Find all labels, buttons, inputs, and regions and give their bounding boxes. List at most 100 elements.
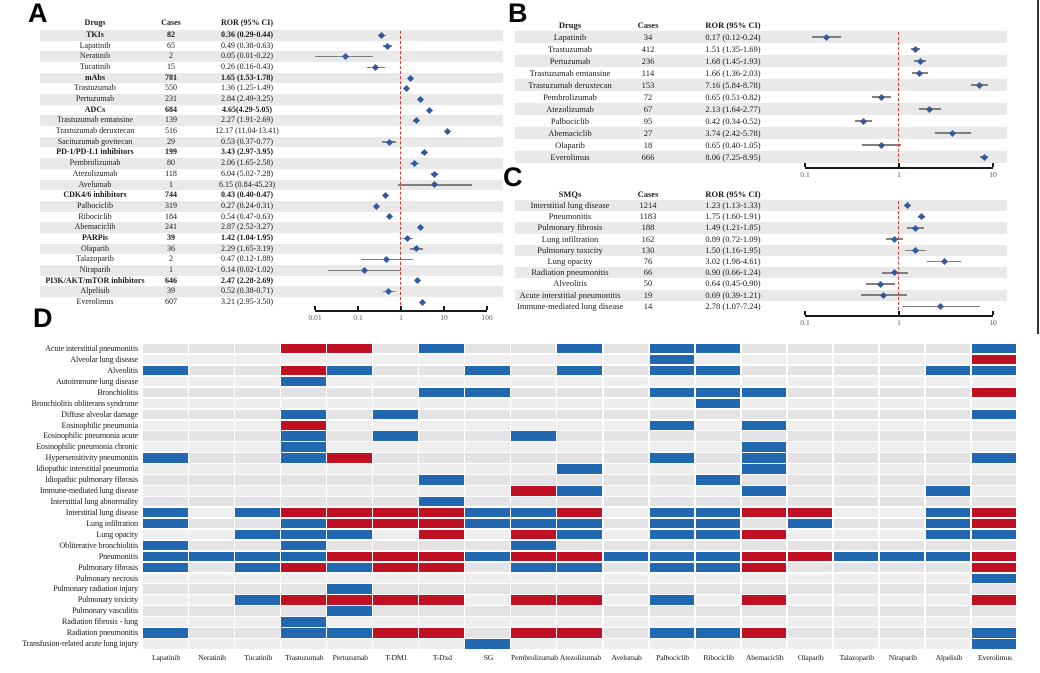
drug-name-cell: Lapatinib: [553, 32, 587, 42]
heatmap-cell-red: [971, 518, 1017, 529]
heatmap-cell-red: [741, 529, 787, 540]
ror-cell: 1.75 (1.60-1.91): [705, 211, 761, 222]
heatmap-cell-empty: [649, 617, 695, 627]
cases-cell: 1: [169, 179, 173, 189]
heatmap-cell-empty: [465, 453, 510, 463]
heatmap-cell-empty: [189, 354, 234, 365]
heatmap-cell-empty: [465, 617, 510, 627]
heatmap-cell-blue: [649, 628, 695, 638]
heatmap-cell-empty: [741, 584, 787, 594]
heatmap-cell-empty: [879, 431, 925, 441]
ror-cell: 0.43 (0.40-0.47): [221, 190, 273, 200]
ror-cell: 2.78 (1.07-7.24): [705, 300, 761, 311]
heatmap-cell-empty: [281, 354, 326, 365]
x-axis-tick: [314, 306, 316, 310]
cases-cell: 412: [641, 44, 655, 54]
heatmap-cell-empty: [235, 453, 280, 463]
heatmap-cell-blue: [649, 453, 695, 463]
heatmap-cell-empty: [327, 398, 372, 409]
heatmap-cell-blue: [649, 595, 695, 605]
row-stripe: [40, 158, 503, 169]
cases-cell: 15: [167, 62, 175, 72]
heatmap-cell-blue: [189, 551, 234, 562]
heatmap-cell-empty: [879, 518, 925, 529]
heatmap-cell-empty: [833, 617, 879, 627]
heatmap-cell-empty: [511, 464, 556, 474]
heatmap-cell-red: [373, 562, 418, 573]
x-axis-tick: [400, 306, 402, 310]
heatmap-cell-blue: [695, 518, 741, 529]
heatmap-cell-empty: [603, 442, 649, 452]
heatmap-cell-empty: [189, 518, 234, 529]
row-stripe: [515, 151, 1007, 163]
heatmap-cell-empty: [603, 376, 649, 387]
heatmap-cell-empty: [235, 573, 280, 583]
heatmap-cell-empty: [327, 475, 372, 485]
heatmap-cell-empty: [189, 344, 234, 354]
heatmap-cell-red: [281, 562, 326, 573]
heatmap-cell-empty: [419, 453, 464, 463]
heatmap-cell-red: [327, 551, 372, 562]
heatmap-cell-blue: [649, 529, 695, 540]
drug-name-cell: Trastuzumab emtansine: [529, 68, 611, 78]
heatmap-cell-blue: [327, 628, 372, 638]
heatmap-column-label: Atezolizumab: [559, 653, 602, 662]
heatmap-cell-empty: [649, 431, 695, 441]
heatmap-cell-empty: [281, 486, 326, 496]
x-axis-tick-label: 0.1: [800, 318, 810, 327]
heatmap-cell-empty: [833, 420, 879, 430]
cases-cell: 184: [165, 211, 177, 221]
ror-cell: 1.23 (1.13-1.33): [705, 200, 761, 210]
ror-cell: 8.06 (7.25-8.95): [705, 152, 761, 162]
heatmap-cell-empty: [787, 617, 833, 627]
heatmap-cell-empty: [235, 497, 280, 507]
heatmap-cell-blue: [557, 562, 602, 573]
drug-name-cell: Palbociclib: [550, 116, 590, 126]
heatmap-cell-empty: [925, 497, 971, 507]
heatmap-cell-red: [373, 551, 418, 562]
heatmap-cell-empty: [833, 354, 879, 365]
heatmap-cell-blue: [327, 584, 372, 594]
heatmap-cell-empty: [281, 464, 326, 474]
heatmap-cell-blue: [971, 529, 1017, 540]
heatmap-cell-empty: [879, 409, 925, 419]
heatmap-cell-blue: [373, 431, 418, 441]
heatmap-cell-blue: [649, 551, 695, 562]
heatmap-cell-empty: [925, 376, 971, 387]
heatmap-cell-empty: [143, 387, 188, 398]
heatmap-cell-red: [281, 365, 326, 376]
ror-cell: 0.54 (0.47-0.63): [221, 211, 273, 221]
heatmap-cell-empty: [511, 573, 556, 583]
drug-name-cell: Everolimus: [550, 152, 590, 162]
heatmap-cell-empty: [373, 475, 418, 485]
heatmap-cell-empty: [511, 354, 556, 365]
heatmap-cell-empty: [465, 628, 510, 638]
ror-cell: 0.52 (0.38-0.71): [221, 286, 273, 296]
heatmap-cell-empty: [879, 562, 925, 573]
heatmap-cell-empty: [465, 431, 510, 441]
heatmap-cell-empty: [603, 475, 649, 485]
heatmap-cell-empty: [603, 409, 649, 419]
heatmap-cell-empty: [235, 486, 280, 496]
ror-cell: 0.17 (0.12-0.24): [705, 32, 761, 42]
heatmap-cell-empty: [419, 354, 464, 365]
heatmap-cell-empty: [787, 409, 833, 419]
heatmap-cell-blue: [557, 464, 602, 474]
ror-cell: 12.17 (11.04-13.41): [215, 126, 279, 136]
heatmap-cell-empty: [879, 507, 925, 518]
heatmap-column-label: Pembrolizumab: [511, 653, 558, 662]
heatmap-cell-red: [419, 595, 464, 605]
heatmap-cell-empty: [143, 529, 188, 540]
heatmap-cell-empty: [557, 398, 602, 409]
heatmap-cell-empty: [787, 584, 833, 594]
heatmap-cell-empty: [971, 540, 1017, 551]
heatmap-cell-empty: [925, 387, 971, 398]
heatmap-cell-empty: [695, 376, 741, 387]
heatmap-cell-blue: [557, 529, 602, 540]
heatmap-cell-blue: [281, 518, 326, 529]
heatmap-cell-empty: [925, 431, 971, 441]
cases-cell: 72: [643, 92, 653, 102]
x-axis-tick-label: 1: [897, 318, 901, 327]
drug-name-cell: Alveolitis: [553, 278, 587, 289]
